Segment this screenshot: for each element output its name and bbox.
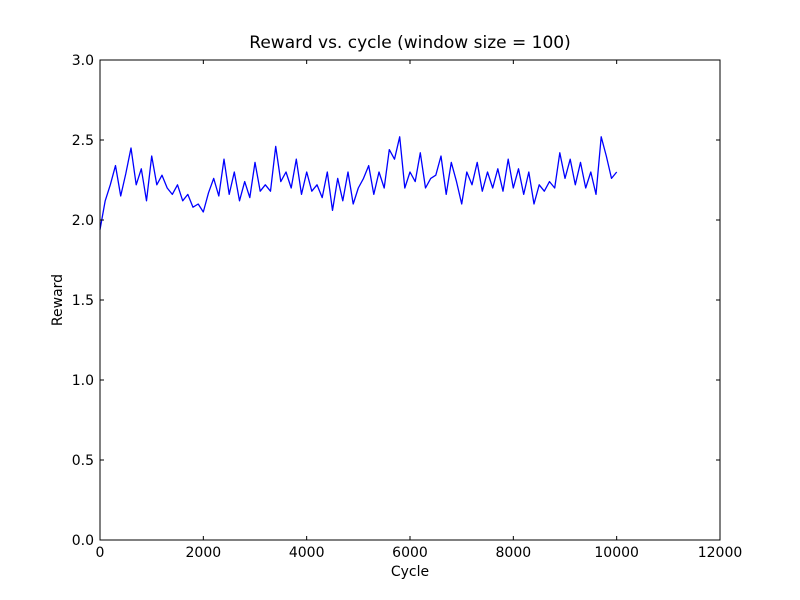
y-axis-label: Reward [50, 274, 66, 326]
x-tick-label: 6000 [392, 545, 428, 561]
y-tick-label: 2.5 [72, 133, 94, 149]
y-tick-label: 2.0 [72, 213, 94, 229]
x-tick-label: 8000 [496, 545, 532, 561]
y-tick-label: 0.5 [72, 453, 94, 469]
y-tick-label: 1.0 [72, 373, 94, 389]
plot-area [99, 136, 618, 230]
x-tick-label: 10000 [594, 545, 639, 561]
y-tick-label: 0.0 [72, 533, 94, 549]
x-tick-label: 4000 [289, 545, 325, 561]
series-line-reward [99, 136, 618, 230]
axis-ticks: 0 2000 4000 6000 8000 10000 12000 0.0 0.5 1.0 1.5 2… [72, 53, 743, 561]
y-tick-label: 1.5 [72, 293, 94, 309]
x-axis-label: Cycle [391, 564, 429, 580]
x-tick-label: 12000 [698, 545, 743, 561]
chart-title: Reward vs. cycle (window size = 100) [249, 33, 570, 53]
x-tick-label: 0 [96, 545, 105, 561]
y-tick-label: 3.0 [72, 53, 94, 69]
x-tick-label: 2000 [186, 545, 222, 561]
